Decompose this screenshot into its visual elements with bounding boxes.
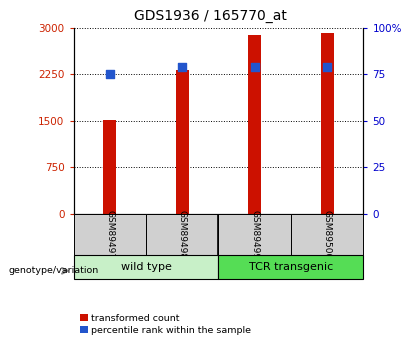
Legend: transformed count, percentile rank within the sample: transformed count, percentile rank withi… — [78, 312, 253, 337]
Bar — [74, 214, 146, 255]
Point — [106, 71, 113, 77]
Bar — [218, 255, 363, 279]
Text: TCR transgenic: TCR transgenic — [249, 263, 333, 272]
Bar — [103, 119, 116, 214]
Bar — [74, 255, 218, 279]
Text: wild type: wild type — [121, 263, 171, 272]
Text: genotype/variation: genotype/variation — [8, 266, 99, 275]
Bar — [146, 214, 218, 255]
Bar — [218, 214, 291, 255]
Text: GDS1936 / 165770_at: GDS1936 / 165770_at — [134, 9, 286, 22]
Text: GSM89498: GSM89498 — [178, 210, 186, 259]
Bar — [248, 35, 261, 214]
Point — [251, 64, 258, 69]
Bar — [291, 214, 363, 255]
Point — [324, 64, 331, 69]
Text: GSM89499: GSM89499 — [250, 210, 259, 259]
Point — [179, 64, 186, 69]
Text: GSM89497: GSM89497 — [105, 210, 114, 259]
Text: GSM89500: GSM89500 — [323, 210, 331, 259]
Bar — [320, 32, 333, 214]
Bar — [176, 70, 189, 214]
